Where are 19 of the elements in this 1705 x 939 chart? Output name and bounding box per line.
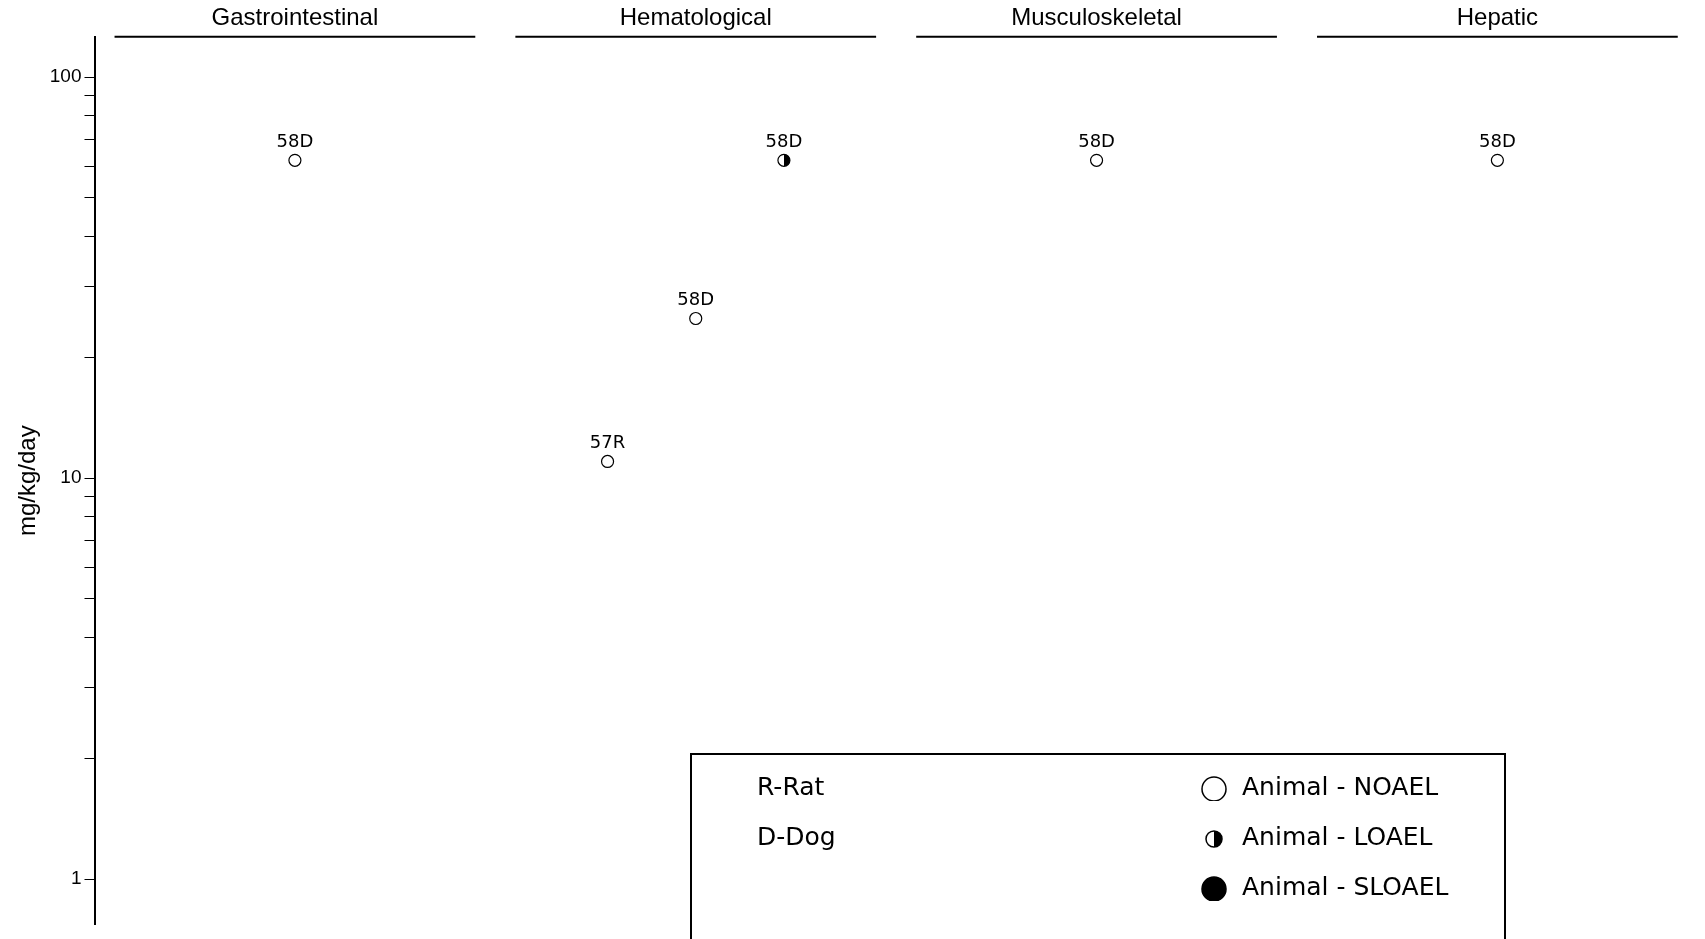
x-tick-label: Hepatic [1456,3,1539,31]
legend-label: Animal - NOAEL [1242,772,1439,801]
annotation: 58D [276,129,314,151]
legend-label: Animal - LOAEL [1242,822,1433,851]
x-tick-label: Gastrointestinal [211,3,379,31]
annotation: D-Dog [757,822,836,851]
y-tick-label: 10 [60,466,82,488]
annotation: R-Rat [757,772,825,801]
y-axis-title: mg/kg/day [13,425,41,537]
y-tick-label: 1 [70,867,82,889]
x-tick-label: Musculoskeletal [1011,3,1182,31]
y-tick-label: 100 [49,65,82,87]
legend-label: Animal - SLOAEL [1242,872,1449,901]
annotation: 58D [677,288,715,310]
annotation: 58D [1479,129,1516,151]
annotation: 58D [765,129,803,151]
annotation: 58D [1078,129,1115,151]
x-tick-label: Hematological [619,3,772,31]
annotation: 57R [589,431,626,453]
